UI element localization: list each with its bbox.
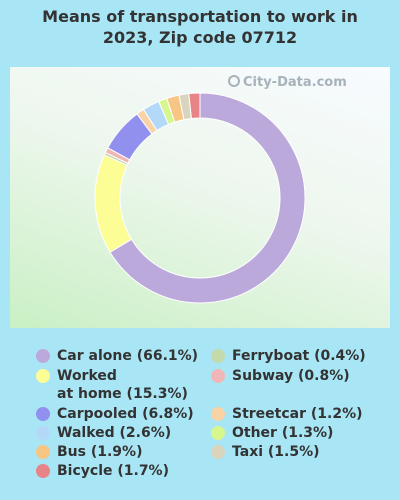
search-icon	[228, 75, 240, 87]
legend-label-line: Car alone (66.1%)	[57, 348, 199, 364]
legend-swatch	[36, 445, 50, 459]
plot-area: City-Data.com	[10, 67, 390, 328]
legend-swatch	[211, 445, 225, 459]
legend-swatch	[211, 349, 225, 363]
legend-label-line: Worked	[57, 368, 117, 384]
legend-label-line: Subway (0.8%)	[232, 368, 350, 384]
legend-label: Bus (1.9%)	[57, 443, 142, 461]
legend-label-line: Streetcar (1.2%)	[232, 406, 363, 422]
legend-label: Subway (0.8%)	[232, 367, 350, 385]
legend-label-line: Bicycle (1.7%)	[57, 463, 169, 479]
legend-swatch	[36, 407, 50, 421]
legend-label-line: Bus (1.9%)	[57, 444, 143, 460]
chart-title-line2: 2023, Zip code 07712	[102, 28, 298, 47]
legend-label-line: at home (15.3%)	[57, 386, 188, 402]
slice-car-alone	[109, 92, 306, 304]
legend-label-line: Walked (2.6%)	[57, 425, 172, 441]
legend-label-line: Carpooled (6.8%)	[57, 406, 194, 422]
watermark: City-Data.com	[228, 75, 347, 90]
legend-label: Streetcar (1.2%)	[232, 405, 363, 423]
legend-swatch	[211, 369, 225, 383]
legend-label: Bicycle (1.7%)	[57, 462, 169, 480]
legend-label: Worked at home (15.3%)	[57, 367, 188, 403]
legend-label: Other (1.3%)	[232, 424, 333, 442]
slice-bicycle	[188, 92, 201, 120]
legend-swatch	[36, 426, 50, 440]
legend-swatch	[211, 426, 225, 440]
legend-swatch	[36, 349, 50, 363]
legend-label-line: Taxi (1.5%)	[232, 444, 320, 460]
legend-label: Carpooled (6.8%)	[57, 405, 194, 423]
watermark-text: City-Data.com	[243, 75, 347, 90]
donut-chart	[94, 92, 306, 304]
chart-title: Means of transportation to work in 2023,…	[0, 6, 400, 48]
legend-label: Walked (2.6%)	[57, 424, 171, 442]
legend-label-line: Other (1.3%)	[232, 425, 334, 441]
legend-label-line: Ferryboat (0.4%)	[232, 348, 366, 364]
legend-label: Car alone (66.1%)	[57, 347, 198, 365]
legend-label: Ferryboat (0.4%)	[232, 347, 366, 365]
legend-swatch	[211, 407, 225, 421]
legend-swatch	[36, 464, 50, 478]
chart-title-line1: Means of transportation to work in	[42, 7, 358, 26]
legend-label: Taxi (1.5%)	[232, 443, 320, 461]
legend-swatch	[36, 369, 50, 383]
slice-worked-at-home	[94, 154, 133, 253]
